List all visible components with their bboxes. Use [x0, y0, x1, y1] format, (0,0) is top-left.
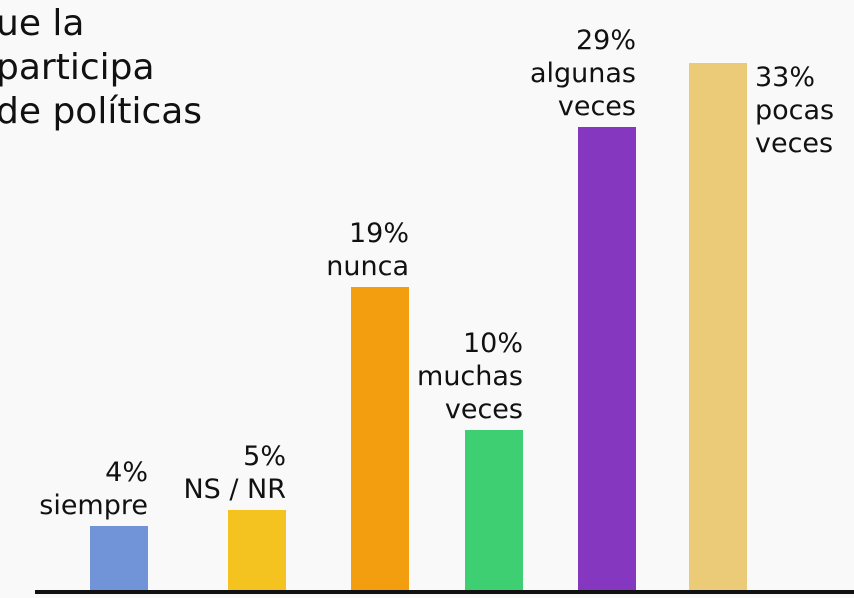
bar-label: 10% muchas veces — [373, 327, 523, 426]
bar — [465, 430, 523, 590]
value-label: 10% — [462, 328, 523, 360]
bar-label: 19% nunca — [259, 217, 409, 283]
title-line: participa — [0, 47, 155, 88]
value-label: 5% — [243, 441, 286, 473]
value-label: 33% — [755, 62, 816, 93]
category-label: pocas veces — [755, 95, 835, 159]
bar-label: 29% algunas veces — [486, 24, 636, 123]
value-label: 19% — [348, 217, 409, 249]
category-label: muchas veces — [417, 361, 523, 426]
bar — [351, 286, 409, 590]
bar — [228, 510, 286, 590]
bar — [90, 526, 148, 590]
value-label: 29% — [575, 24, 636, 56]
bar-label: 4% siempre — [0, 456, 148, 522]
bar — [578, 126, 636, 590]
value-label: 4% — [105, 457, 148, 489]
title-line: de políticas — [0, 91, 203, 132]
baseline — [35, 590, 854, 594]
category-label: siempre — [39, 490, 148, 522]
category-label: algunas veces — [529, 57, 636, 122]
title-line: ue la — [0, 3, 85, 44]
bar-label: 5% NS / NR — [136, 440, 286, 506]
category-label: NS / NR — [183, 474, 286, 506]
bar-label: 33% pocas veces — [755, 61, 854, 160]
bar — [689, 63, 747, 590]
chart-title: ue la participa de políticas — [0, 2, 202, 134]
category-label: nunca — [326, 250, 409, 282]
